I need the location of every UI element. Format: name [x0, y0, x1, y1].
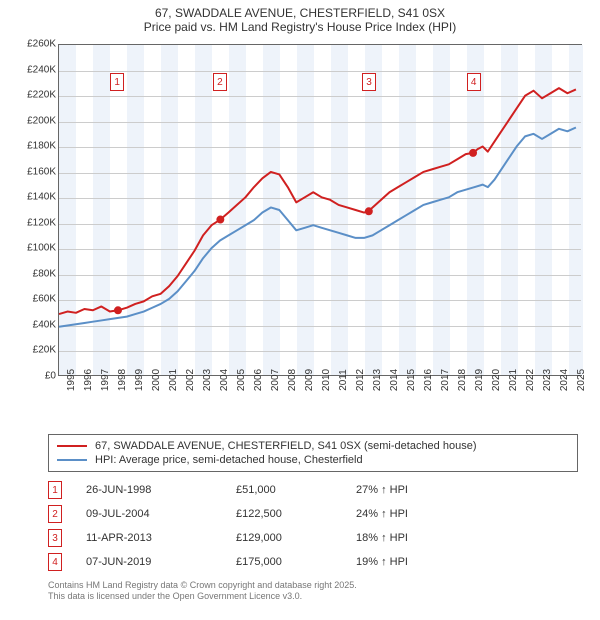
sale-dot — [216, 216, 224, 224]
y-axis-label: £100K — [10, 243, 56, 254]
legend-label: HPI: Average price, semi-detached house,… — [95, 454, 363, 466]
legend-row: 67, SWADDALE AVENUE, CHESTERFIELD, S41 0… — [57, 439, 569, 453]
event-delta: 24% ↑ HPI — [356, 508, 466, 520]
event-date: 07-JUN-2019 — [86, 556, 236, 568]
y-axis-label: £160K — [10, 166, 56, 177]
series-price_paid — [59, 88, 576, 314]
y-axis-label: £60K — [10, 294, 56, 305]
legend-label: 67, SWADDALE AVENUE, CHESTERFIELD, S41 0… — [95, 440, 476, 452]
footer-line-2: This data is licensed under the Open Gov… — [48, 591, 578, 602]
legend-swatch — [57, 459, 87, 461]
plot-area — [58, 44, 582, 376]
event-price: £51,000 — [236, 484, 356, 496]
y-axis-label: £120K — [10, 217, 56, 228]
legend-swatch — [57, 445, 87, 447]
event-row: 3 11-APR-2013£129,00018% ↑ HPI — [48, 526, 578, 550]
y-axis-label: £80K — [10, 268, 56, 279]
event-date: 09-JUL-2004 — [86, 508, 236, 520]
legend-row: HPI: Average price, semi-detached house,… — [57, 453, 569, 467]
event-price: £129,000 — [236, 532, 356, 544]
event-number-box: 4 — [48, 553, 62, 571]
event-number-box: 1 — [48, 481, 62, 499]
event-price: £122,500 — [236, 508, 356, 520]
x-axis-label: 2025 — [568, 369, 600, 391]
event-delta: 27% ↑ HPI — [356, 484, 466, 496]
footer-line-1: Contains HM Land Registry data © Crown c… — [48, 580, 578, 591]
title-line-2: Price paid vs. HM Land Registry's House … — [0, 20, 600, 34]
chart-container: £0 £20K £40K £60K £80K £100K £120K £140K £160K £1… — [10, 38, 590, 428]
event-row: 4 07-JUN-2019£175,00019% ↑ HPI — [48, 550, 578, 574]
chart-svg — [59, 45, 581, 375]
event-number-box: 2 — [48, 505, 62, 523]
event-date: 26-JUN-1998 — [86, 484, 236, 496]
sale-dot — [469, 149, 477, 157]
event-delta: 19% ↑ HPI — [356, 556, 466, 568]
y-axis-label: £0 — [10, 371, 56, 382]
sale-marker-box: 1 — [110, 73, 124, 91]
event-row: 2 09-JUL-2004£122,50024% ↑ HPI — [48, 502, 578, 526]
title-line-1: 67, SWADDALE AVENUE, CHESTERFIELD, S41 0… — [0, 6, 600, 20]
sale-marker-box: 2 — [213, 73, 227, 91]
y-axis-label: £20K — [10, 345, 56, 356]
sale-dot — [114, 306, 122, 314]
chart-title-block: 67, SWADDALE AVENUE, CHESTERFIELD, S41 0… — [0, 0, 600, 38]
event-date: 11-APR-2013 — [86, 532, 236, 544]
y-axis-label: £140K — [10, 192, 56, 203]
sale-events-table: 1 26-JUN-1998£51,00027% ↑ HPI 2 09-JUL-2004… — [48, 478, 578, 574]
sale-marker-box: 4 — [467, 73, 481, 91]
footer-attribution: Contains HM Land Registry data © Crown c… — [48, 580, 578, 603]
series-hpi — [59, 128, 576, 327]
y-axis-label: £220K — [10, 90, 56, 101]
legend-box: 67, SWADDALE AVENUE, CHESTERFIELD, S41 0… — [48, 434, 578, 472]
sale-dot — [365, 207, 373, 215]
event-number-box: 3 — [48, 529, 62, 547]
event-delta: 18% ↑ HPI — [356, 532, 466, 544]
y-axis-label: £260K — [10, 39, 56, 50]
y-axis-label: £180K — [10, 141, 56, 152]
y-axis-label: £40K — [10, 319, 56, 330]
y-axis-label: £240K — [10, 64, 56, 75]
y-axis-label: £200K — [10, 115, 56, 126]
event-price: £175,000 — [236, 556, 356, 568]
event-row: 1 26-JUN-1998£51,00027% ↑ HPI — [48, 478, 578, 502]
sale-marker-box: 3 — [362, 73, 376, 91]
